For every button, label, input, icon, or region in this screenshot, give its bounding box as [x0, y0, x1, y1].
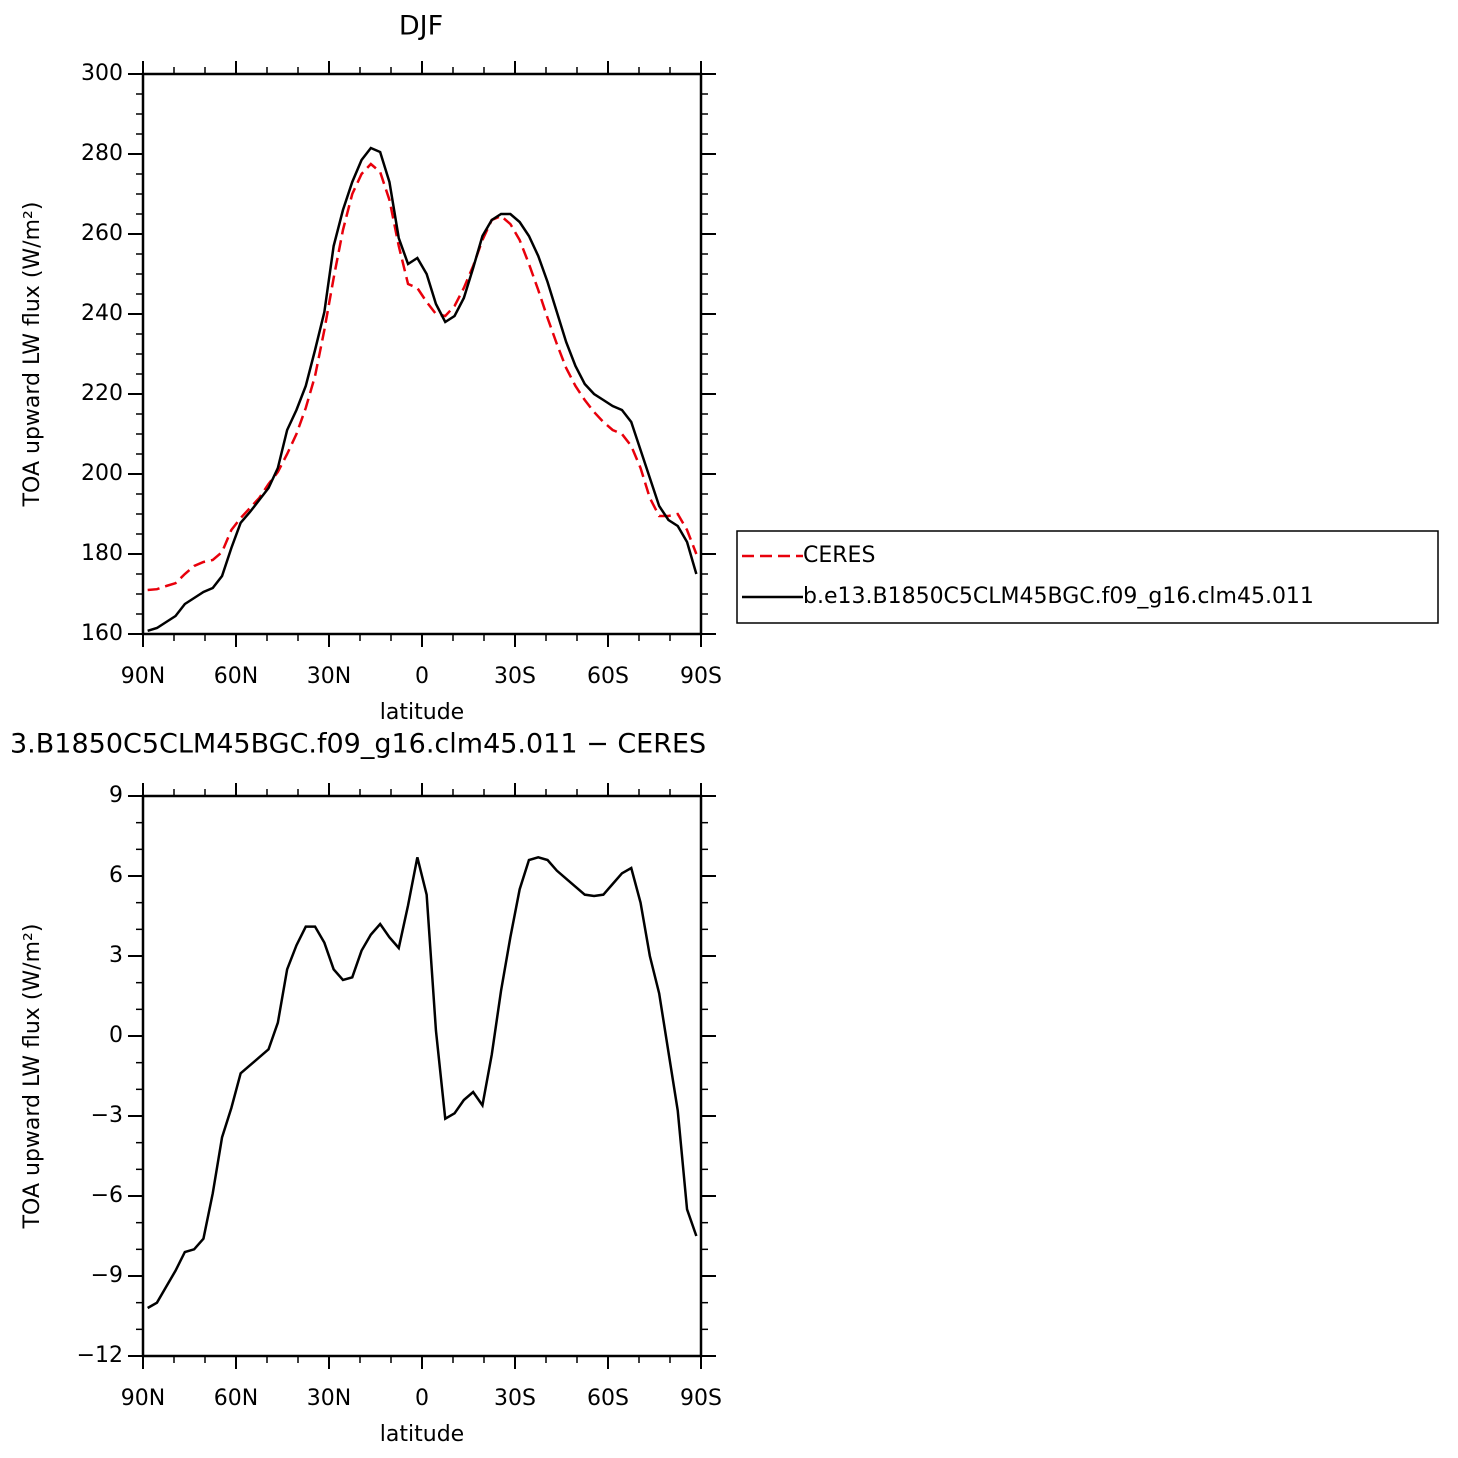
- y-tick-label: 3: [109, 943, 123, 968]
- data-line: [147, 162, 698, 592]
- y-tick-label: 300: [81, 61, 123, 86]
- y-axis-label: TOA upward LW flux (W/m²): [20, 924, 45, 1230]
- x-tick-label: 0: [415, 664, 429, 689]
- x-axis-label: latitude: [380, 700, 464, 725]
- y-tick-label: −6: [91, 1183, 123, 1208]
- plot-frame: [141, 72, 703, 636]
- y-tick-label: 220: [81, 381, 123, 406]
- y-tick-label: 6: [109, 863, 123, 888]
- x-tick-label: 60S: [587, 664, 629, 689]
- y-tick-label: 160: [81, 621, 123, 646]
- y-tick-label: 280: [81, 141, 123, 166]
- data-line: [147, 856, 698, 1310]
- x-tick-label: 90N: [121, 1386, 165, 1411]
- y-tick-label: 200: [81, 461, 123, 486]
- x-tick-label: 60S: [587, 1386, 629, 1411]
- y-tick-label: −3: [91, 1103, 123, 1128]
- y-tick-label: 0: [109, 1023, 123, 1048]
- chart-title: 3.B1850C5CLM45BGC.f09_g16.clm45.011 − CE…: [10, 729, 706, 760]
- x-tick-label: 60N: [214, 1386, 258, 1411]
- x-tick-label: 30N: [307, 1386, 351, 1411]
- y-axis-label: TOA upward LW flux (W/m²): [20, 202, 45, 508]
- data-line: [147, 146, 698, 632]
- legend-box: [736, 530, 1439, 624]
- y-tick-label: 260: [81, 221, 123, 246]
- legend-label: CERES: [803, 543, 875, 568]
- x-tick-label: 90S: [680, 1386, 722, 1411]
- y-tick-label: 240: [81, 301, 123, 326]
- x-tick-label: 90N: [121, 664, 165, 689]
- x-axis-label: latitude: [380, 1422, 464, 1447]
- y-tick-label: 9: [109, 783, 123, 808]
- y-tick-label: −9: [91, 1263, 123, 1288]
- plot-frame: [141, 794, 703, 1358]
- y-tick-label: 180: [81, 541, 123, 566]
- x-tick-label: 30S: [494, 1386, 536, 1411]
- legend-label: b.e13.B1850C5CLM45BGC.f09_g16.clm45.011: [803, 584, 1314, 609]
- x-tick-label: 30S: [494, 664, 536, 689]
- chart-title: DJF: [399, 11, 443, 42]
- y-tick-label: −12: [77, 1343, 123, 1368]
- x-tick-label: 60N: [214, 664, 258, 689]
- x-tick-label: 30N: [307, 664, 351, 689]
- x-tick-label: 90S: [680, 664, 722, 689]
- x-tick-label: 0: [415, 1386, 429, 1411]
